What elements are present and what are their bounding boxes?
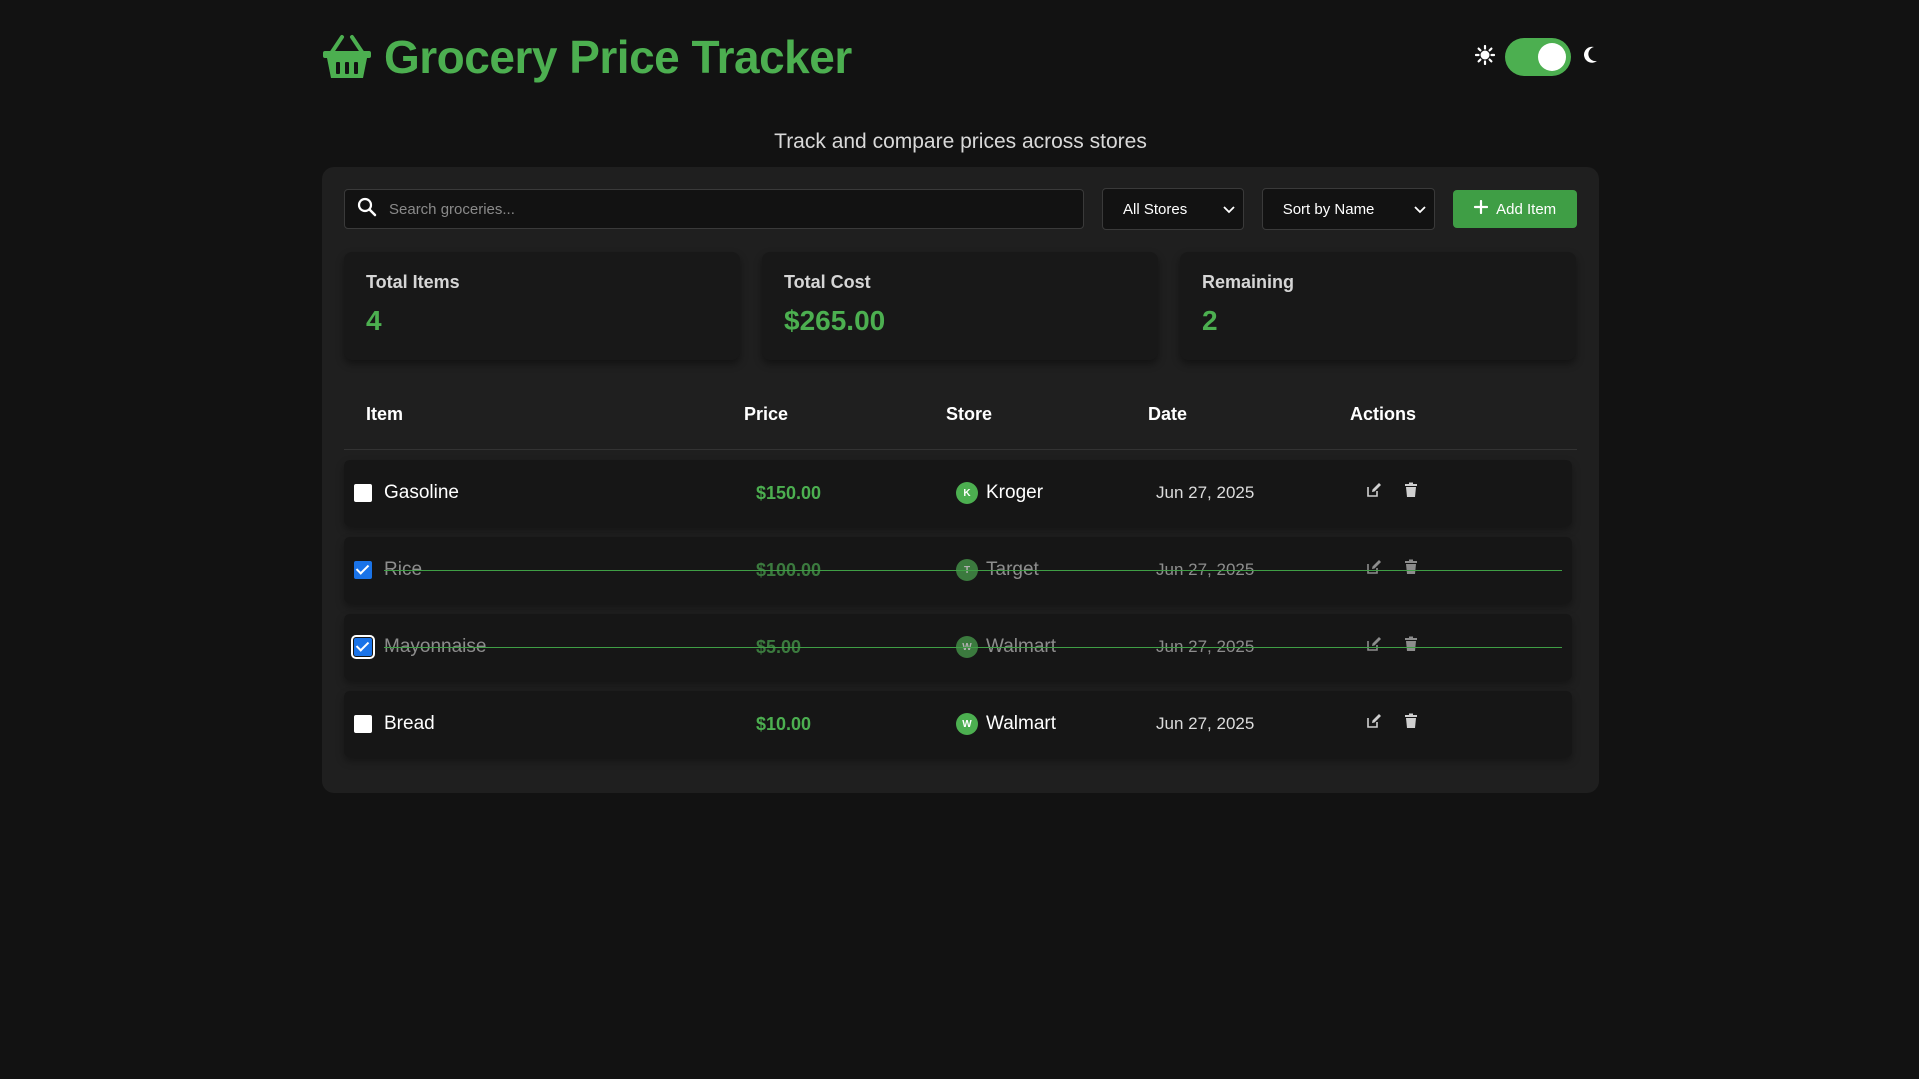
store-badge: K (956, 482, 978, 504)
stat-label: Remaining (1202, 272, 1295, 292)
trash-icon[interactable] (1404, 713, 1418, 735)
store-name: Walmart (986, 713, 1057, 734)
actions-cell (1366, 482, 1516, 504)
store-filter-value: All Stores (1123, 200, 1188, 218)
stat-total-cost: Total Cost $265.00 (762, 252, 1158, 360)
toolbar: All Stores Sort by Name Add Item (344, 188, 1577, 230)
item-name: Bread (384, 713, 435, 734)
item-date: Jun 27, 2025 (1156, 637, 1255, 656)
stat-label: Total Items (366, 272, 460, 292)
edit-icon[interactable] (1366, 482, 1382, 504)
store-cell: W Walmart (956, 713, 1156, 735)
store-filter-select[interactable]: All Stores (1102, 188, 1244, 230)
brand: Grocery Price Tracker (322, 30, 1599, 84)
item-checkbox[interactable] (351, 635, 375, 659)
sort-value: Sort by Name (1282, 200, 1375, 218)
actions-cell (1366, 713, 1516, 735)
item-checkbox[interactable] (354, 484, 372, 502)
page-title: Grocery Price Tracker (384, 31, 852, 83)
item-date: Jun 27, 2025 (1156, 714, 1255, 733)
stat-label: Total Cost (784, 272, 871, 292)
table-row: Mayonnaise $5.00 W Walmart Jun 27, 2025 (344, 614, 1572, 680)
item-cell: Rice (344, 559, 756, 581)
item-date: Jun 27, 2025 (1156, 560, 1255, 579)
column-header-store: Store (946, 404, 993, 424)
theme-switch-knob (1538, 43, 1566, 71)
stat-total-items: Total Items 4 (344, 252, 740, 360)
table-header: Item Price Store Date Actions (344, 396, 1577, 450)
main-panel: All Stores Sort by Name Add Item Tot (322, 167, 1599, 793)
item-price: $10.00 (756, 713, 812, 734)
strikethrough-line (384, 647, 1562, 648)
page-subtitle: Track and compare prices across stores (774, 130, 1147, 153)
item-name: Rice (384, 559, 423, 580)
app: Grocery Price Tracker (322, 30, 1599, 793)
item-price: $150.00 (756, 482, 822, 503)
add-item-button[interactable]: Add Item (1453, 190, 1577, 228)
item-checkbox[interactable] (354, 561, 372, 579)
item-date: Jun 27, 2025 (1156, 483, 1255, 502)
basket-icon (322, 34, 372, 80)
chevron-down-icon (1414, 201, 1426, 218)
table-row: Bread $10.00 W Walmart Jun 27, 2025 (344, 691, 1572, 757)
strikethrough-line (384, 570, 1562, 571)
item-price: $100.00 (756, 559, 822, 580)
store-name: Kroger (986, 482, 1044, 503)
column-header-item: Item (366, 404, 404, 424)
store-name: Walmart (986, 636, 1057, 657)
header: Grocery Price Tracker (322, 30, 1599, 153)
moon-icon (1581, 45, 1599, 70)
item-cell: Gasoline (344, 482, 756, 504)
search-icon (357, 197, 377, 222)
grocery-list: Gasoline $150.00 K Kroger Jun 27, 2025 (344, 460, 1577, 757)
stat-value: 2 (1202, 305, 1218, 336)
item-cell: Bread (344, 713, 756, 735)
table-row: Gasoline $150.00 K Kroger Jun 27, 2025 (344, 460, 1572, 526)
search-box (344, 189, 1084, 229)
sun-icon (1474, 44, 1496, 70)
sort-select[interactable]: Sort by Name (1261, 188, 1436, 230)
stat-remaining: Remaining 2 (1180, 252, 1576, 360)
trash-icon[interactable] (1404, 559, 1418, 581)
edit-icon[interactable] (1366, 713, 1382, 735)
add-item-label: Add Item (1496, 200, 1557, 218)
trash-icon[interactable] (1404, 482, 1418, 504)
actions-cell (1366, 636, 1516, 658)
column-header-price: Price (744, 404, 789, 424)
trash-icon[interactable] (1404, 636, 1418, 658)
item-checkbox[interactable] (354, 715, 372, 733)
stats-cards: Total Items 4 Total Cost $265.00 Remaini… (344, 252, 1577, 360)
column-header-actions: Actions (1350, 404, 1417, 424)
actions-cell (1366, 559, 1516, 581)
column-header-date: Date (1148, 404, 1188, 424)
store-cell: K Kroger (956, 482, 1156, 504)
item-name: Gasoline (384, 482, 459, 503)
table-row: Rice $100.00 T Target Jun 27, 2025 (344, 537, 1572, 603)
store-name: Target (986, 559, 1039, 580)
chevron-down-icon (1223, 201, 1235, 218)
search-input[interactable] (389, 200, 1071, 218)
theme-toggle-group (1474, 38, 1599, 76)
store-badge: W (956, 713, 978, 735)
item-name: Mayonnaise (384, 636, 487, 657)
item-cell: Mayonnaise (344, 635, 756, 659)
plus-icon (1474, 199, 1489, 218)
theme-switch[interactable] (1505, 38, 1571, 76)
stat-value: $265.00 (784, 305, 886, 336)
stat-value: 4 (366, 305, 382, 336)
item-price: $5.00 (756, 636, 802, 657)
